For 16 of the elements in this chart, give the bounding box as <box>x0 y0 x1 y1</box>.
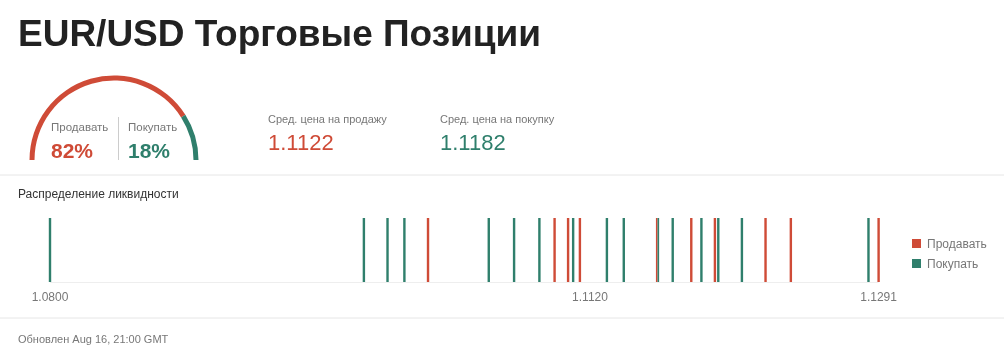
text: 1.1122 <box>268 130 334 155</box>
legend-label: Продавать <box>927 237 987 251</box>
x-tick-label: 1.1120 <box>572 290 609 304</box>
x-tick-label: 1.0800 <box>31 290 69 304</box>
slice-label: Покупать <box>128 121 178 133</box>
x-tick-label: 1.1291 <box>860 290 898 304</box>
text: Сред. цена на покупку <box>440 113 555 125</box>
text: 1.1182 <box>440 130 506 155</box>
data-label: 18% <box>128 139 171 162</box>
text: EUR/USD Торговые Позиции <box>18 13 542 54</box>
text: Обновлен Aug 16, 21:00 GMT <box>18 333 169 345</box>
data-label: 82% <box>51 139 94 162</box>
legend-label: Покупать <box>927 257 979 271</box>
text: Сред. цена на продажу <box>268 113 388 125</box>
chart-title: Распределение ликвидности <box>18 187 179 201</box>
slice-label: Продавать <box>51 121 109 133</box>
